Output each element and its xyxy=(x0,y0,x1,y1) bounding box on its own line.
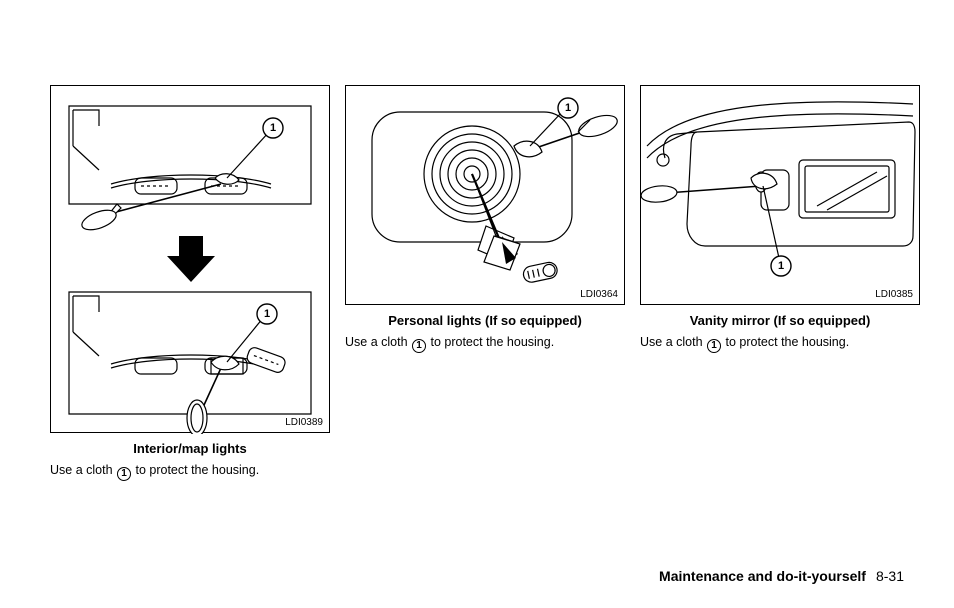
instruction-text-pre: Use a cloth xyxy=(50,463,116,477)
instruction-text-post: to protect the housing. xyxy=(427,335,554,349)
circled-number-icon: 1 xyxy=(117,467,131,481)
figure-interior-map-lights: 1 xyxy=(50,85,330,433)
illustration-vanity-mirror: 1 xyxy=(641,86,921,306)
instruction-interior-map-lights: Use a cloth 1 to protect the housing. xyxy=(50,462,330,481)
page-footer: Maintenance and do-it-yourself 8-31 xyxy=(659,568,904,584)
instruction-personal-lights: Use a cloth 1 to protect the housing. xyxy=(345,334,625,353)
figure-vanity-mirror: 1 LDI0385 xyxy=(640,85,920,305)
heading-personal-lights: Personal lights (If so equipped) xyxy=(345,313,625,328)
circled-number-icon: 1 xyxy=(707,339,721,353)
figure-code: LDI0389 xyxy=(285,417,323,428)
illustration-interior-map-lights: 1 xyxy=(51,86,331,434)
figure-personal-lights: 1 xyxy=(345,85,625,305)
callout-label-2: 1 xyxy=(565,102,571,114)
down-arrow-icon xyxy=(167,236,215,282)
callout-label-3: 1 xyxy=(778,260,784,272)
heading-interior-map-lights: Interior/map lights xyxy=(50,441,330,456)
footer-page-number: 8-31 xyxy=(876,568,904,584)
figure-code: LDI0364 xyxy=(580,289,618,300)
column-personal-lights: 1 xyxy=(345,85,625,353)
callout-label-1a: 1 xyxy=(270,122,276,134)
manual-page: 1 xyxy=(0,0,954,608)
instruction-text-post: to protect the housing. xyxy=(722,335,849,349)
instruction-vanity-mirror: Use a cloth 1 to protect the housing. xyxy=(640,334,920,353)
heading-vanity-mirror: Vanity mirror (If so equipped) xyxy=(640,313,920,328)
circled-number-icon: 1 xyxy=(412,339,426,353)
illustration-personal-lights: 1 xyxy=(346,86,626,306)
column-vanity-mirror: 1 LDI0385 Vanity mirror (If so equipped)… xyxy=(640,85,920,353)
instruction-text-post: to protect the housing. xyxy=(132,463,259,477)
callout-label-1b: 1 xyxy=(264,308,270,320)
footer-section-title: Maintenance and do-it-yourself xyxy=(659,568,866,584)
instruction-text-pre: Use a cloth xyxy=(640,335,706,349)
figure-code: LDI0385 xyxy=(875,289,913,300)
instruction-text-pre: Use a cloth xyxy=(345,335,411,349)
column-interior-map-lights: 1 xyxy=(50,85,330,481)
